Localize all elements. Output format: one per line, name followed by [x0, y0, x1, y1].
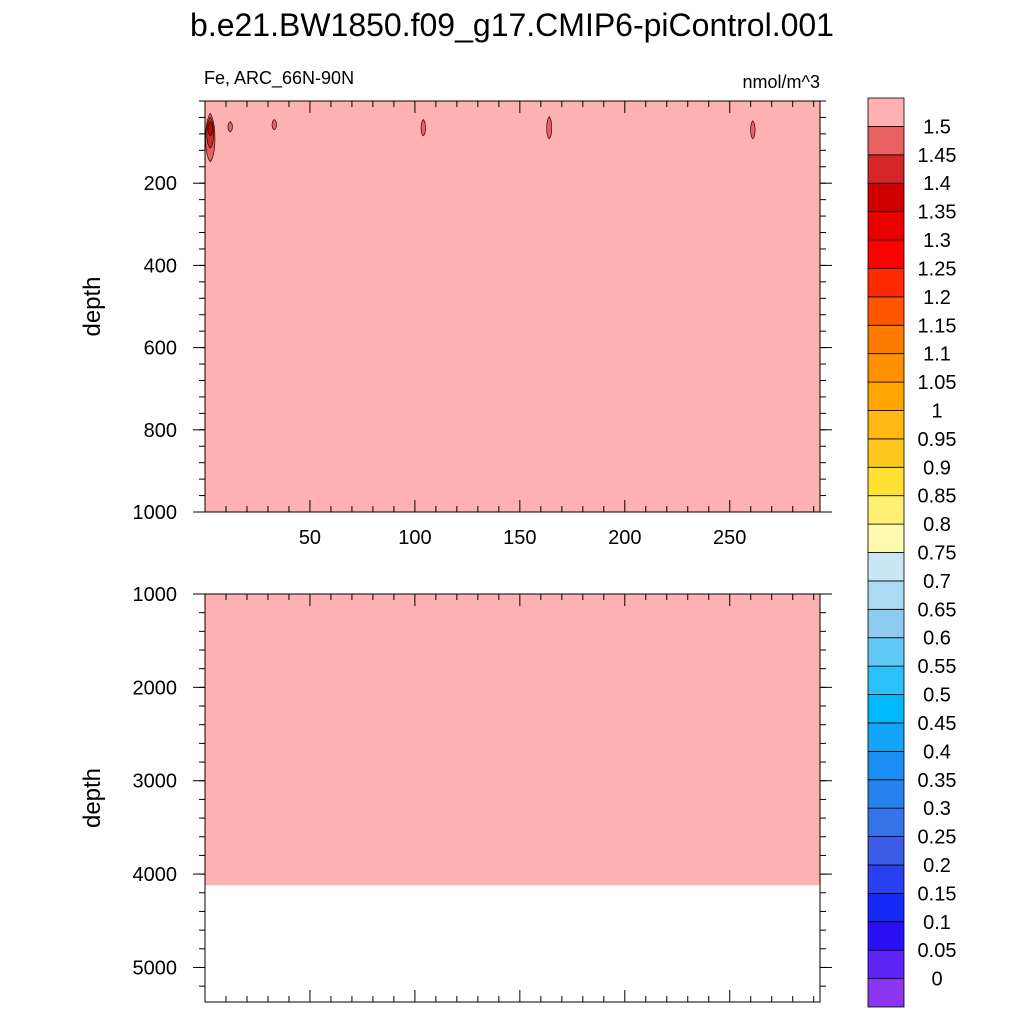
contour-feature-6	[546, 116, 553, 140]
colorbar-label: 0.05	[918, 940, 957, 962]
y-tick-label: 400	[144, 255, 177, 277]
colorbar: 0 0.05 0.1 0.15 0.2 0.25 0.3 0.35 0.4 0.45 0.5 0.55…	[867, 97, 957, 1008]
colorbar-swatch	[867, 438, 905, 468]
colorbar-label: 0.55	[918, 656, 957, 678]
colorbar-swatch	[867, 864, 905, 894]
y-tick-label: 5000	[133, 957, 178, 979]
colorbar-swatch	[867, 949, 905, 979]
colorbar-label: 0.15	[918, 883, 957, 905]
colorbar-swatch	[867, 466, 905, 497]
colorbar-label: 1.35	[918, 202, 957, 224]
colorbar-swatch	[867, 97, 905, 127]
colorbar-swatch	[867, 126, 905, 156]
colorbar-label: 0.45	[918, 713, 957, 735]
colorbar-label: 1.3	[923, 230, 951, 252]
panel-right-subtitle: nmol/m^3	[743, 72, 820, 92]
x-tick-label: 50	[299, 527, 321, 549]
colorbar-label: 0.4	[923, 741, 951, 763]
colorbar-label: 0.8	[923, 514, 951, 536]
colorbar-label: 0.9	[923, 457, 951, 479]
colorbar-label: 0.65	[918, 599, 957, 621]
colorbar-swatch	[867, 978, 905, 1008]
colorbar-swatch	[867, 665, 905, 695]
colorbar-swatch	[867, 268, 905, 298]
colorbar-label: 1	[931, 400, 942, 422]
colorbar-label: 0.1	[923, 912, 951, 934]
colorbar-label: 0.6	[923, 628, 951, 650]
colorbar-label: 0.75	[918, 543, 957, 565]
panel-frame	[204, 100, 821, 513]
y-tick-label: 200	[144, 173, 177, 195]
colorbar-swatch	[867, 495, 905, 525]
contour-feature-7	[750, 120, 756, 140]
colorbar-label: 1.05	[918, 372, 957, 394]
bottom-panel-1000-5000m: 1000 2000 3000 4000 5000 depth	[79, 584, 832, 1003]
colorbar-swatch	[867, 324, 905, 355]
y-tick-label: 2000	[133, 677, 178, 699]
x-tick-label: 100	[398, 527, 431, 549]
colorbar-label: 0.85	[918, 486, 957, 508]
colorbar-swatch	[867, 807, 905, 837]
colorbar-swatch	[867, 608, 905, 639]
contour-fill-region	[205, 594, 820, 886]
colorbar-label: 0.7	[923, 571, 951, 593]
colorbar-label: 1.15	[918, 315, 957, 337]
y-axis-label: depth	[79, 276, 106, 336]
colorbar-swatch	[867, 580, 905, 610]
y-tick-label: 1000	[133, 584, 178, 606]
colorbar-label: 0.2	[923, 855, 951, 877]
colorbar-swatch	[867, 523, 905, 553]
colorbar-label: 1.5	[923, 116, 951, 138]
colorbar-swatch	[867, 296, 905, 326]
x-tick-label: 200	[608, 527, 641, 549]
colorbar-label: 1.45	[918, 145, 957, 167]
x-tick-label: 150	[503, 527, 536, 549]
colorbar-label: 0.5	[923, 685, 951, 707]
y-tick-label: 3000	[133, 771, 178, 793]
colorbar-swatch	[867, 552, 905, 582]
y-axis-label: depth	[79, 768, 106, 828]
colorbar-swatch	[867, 239, 905, 269]
colorbar-label: 0.25	[918, 827, 957, 849]
contour-feature-3	[227, 121, 233, 133]
colorbar-label: 0.35	[918, 770, 957, 792]
colorbar-swatch	[867, 892, 905, 923]
colorbar-swatch	[867, 637, 905, 667]
colorbar-swatch	[867, 836, 905, 866]
colorbar-label: 0.95	[918, 429, 957, 451]
colorbar-swatch	[867, 410, 905, 440]
colorbar-swatch	[867, 694, 905, 724]
colorbar-label: 1.2	[923, 287, 951, 309]
colorbar-swatch	[867, 182, 905, 213]
contour-fill-region	[205, 101, 820, 512]
y-tick-label: 600	[144, 338, 177, 360]
panel-frame	[204, 593, 821, 1003]
y-tick-label: 800	[144, 420, 177, 442]
y-tick-label: 1000	[133, 502, 178, 524]
colorbar-swatch	[867, 722, 905, 752]
colorbar-swatch	[867, 750, 905, 781]
top-panel-0-1000m: 50 100 150 200 250 200 400 600 800 1000 depth	[79, 100, 832, 549]
colorbar-swatch	[867, 353, 905, 383]
colorbar-swatch	[867, 381, 905, 411]
colorbar-swatch	[867, 154, 905, 184]
colorbar-label: 0	[931, 969, 942, 991]
colorbar-label: 0.3	[923, 798, 951, 820]
colorbar-label: 1.25	[918, 258, 957, 280]
contour-feature-4	[271, 119, 277, 131]
contour-feature-5	[420, 119, 426, 137]
panel-left-subtitle: Fe, ARC_66N-90N	[204, 68, 354, 89]
x-tick-label: 250	[713, 527, 746, 549]
contour-feature-2	[207, 121, 213, 137]
colorbar-label: 1.1	[923, 344, 951, 366]
chart-title: b.e21.BW1850.f09_g17.CMIP6-piControl.001	[190, 7, 834, 43]
y-tick-label: 4000	[133, 864, 178, 886]
colorbar-swatch	[867, 211, 905, 241]
colorbar-swatch	[867, 921, 905, 951]
colorbar-swatch	[867, 779, 905, 809]
colorbar-label: 1.4	[923, 173, 951, 195]
